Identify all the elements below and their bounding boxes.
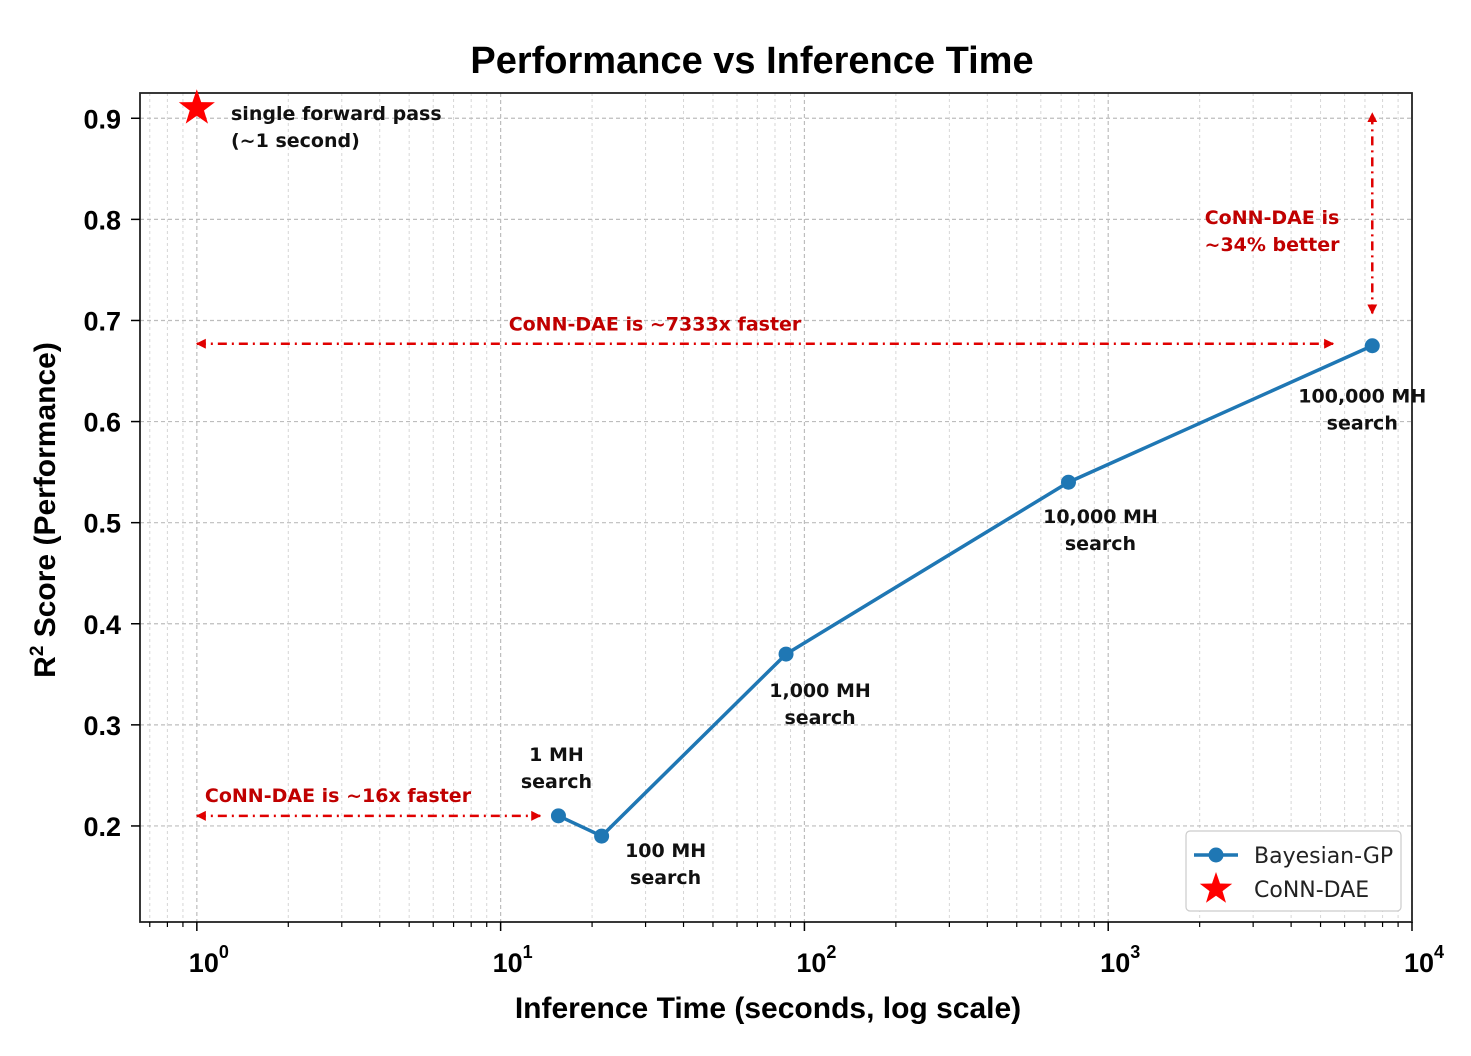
legend-bayesian-marker [1208,847,1224,863]
point-label-line1: 1 MH [529,744,584,766]
annotation-7333x-faster: CoNN-DAE is ~7333x faster [509,314,802,336]
x-tick-base: 10 [796,948,826,978]
annotation-16x-faster: CoNN-DAE is ~16x faster [205,785,472,807]
legend-conn-dae-star [1199,872,1233,903]
point-label-line1: 1,000 MH [769,680,871,702]
x-tick-exp: 1 [523,942,533,962]
point-label-line1: 100 MH [625,840,706,862]
y-tick-label: 0.2 [83,812,121,842]
y-tick-label: 0.3 [83,711,121,741]
y-tick-label: 0.7 [83,306,121,336]
x-tick-base: 10 [493,948,523,978]
grid [140,93,1413,922]
point-label-line2: search [1065,533,1136,555]
point-label-line2: search [784,707,855,729]
x-tick-base: 10 [1100,948,1130,978]
bayesian-gp-point [1364,338,1380,354]
legend: Bayesian-GP CoNN-DAE [1185,830,1402,912]
bayesian-gp-point [594,828,610,844]
x-tick-exp: 0 [219,942,229,962]
y-tick-label: 0.8 [83,205,121,235]
x-axis-label: Inference Time (seconds, log scale) [515,992,1021,1025]
star-label-line2: (~1 second) [231,130,360,152]
series: 1 MH search 100 MH search 1,000 MH search 10,0… [178,89,1426,889]
x-tick-base: 10 [189,948,219,978]
point-label-line1: 10,000 MH [1043,506,1158,528]
y-tick-label: 0.4 [83,610,121,640]
bayesian-gp-point [778,646,794,662]
x-tick-base: 10 [1404,948,1434,978]
x-tick-label: 104 [1404,942,1444,978]
point-label-line2: search [630,867,701,889]
y-tick-label: 0.9 [83,104,121,134]
x-tick-exp: 4 [1434,942,1444,962]
plot-frame [139,92,1413,923]
point-label-line1: 100,000 MH [1298,386,1426,408]
chart-title: Performance vs Inference Time [470,40,1033,82]
y-tick-label: 0.5 [83,509,121,539]
bayesian-gp-point [1060,474,1076,490]
legend-box [1185,830,1402,912]
annotation-34pct-line1: CoNN-DAE is [1205,207,1340,229]
y-axis-label: R2 Score (Performance) [27,342,62,678]
star-label-line1: single forward pass [231,103,442,125]
bayesian-gp-point [550,808,566,824]
y-tick-label: 0.6 [83,408,121,438]
bayesian-gp-line [557,344,1373,838]
legend-bayesian-label: Bayesian-GP [1254,844,1393,869]
conn-dae-star [178,89,215,124]
x-tick-exp: 2 [826,942,836,962]
x-tick-label: 102 [796,942,836,978]
plot-border [139,92,1413,923]
point-label-line2: search [521,771,592,793]
x-tick-label: 101 [493,942,533,978]
point-label-line2: search [1327,413,1398,435]
x-tick-label: 103 [1100,942,1140,978]
annotation-34pct-line2: ~34% better [1205,234,1341,256]
x-tick-label: 100 [189,942,229,978]
annotations: CoNN-DAE is ~7333x faster CoNN-DAE is ~16… [195,112,1378,821]
x-tick-exp: 3 [1130,942,1140,962]
legend-conn-dae-label: CoNN-DAE [1254,878,1369,903]
